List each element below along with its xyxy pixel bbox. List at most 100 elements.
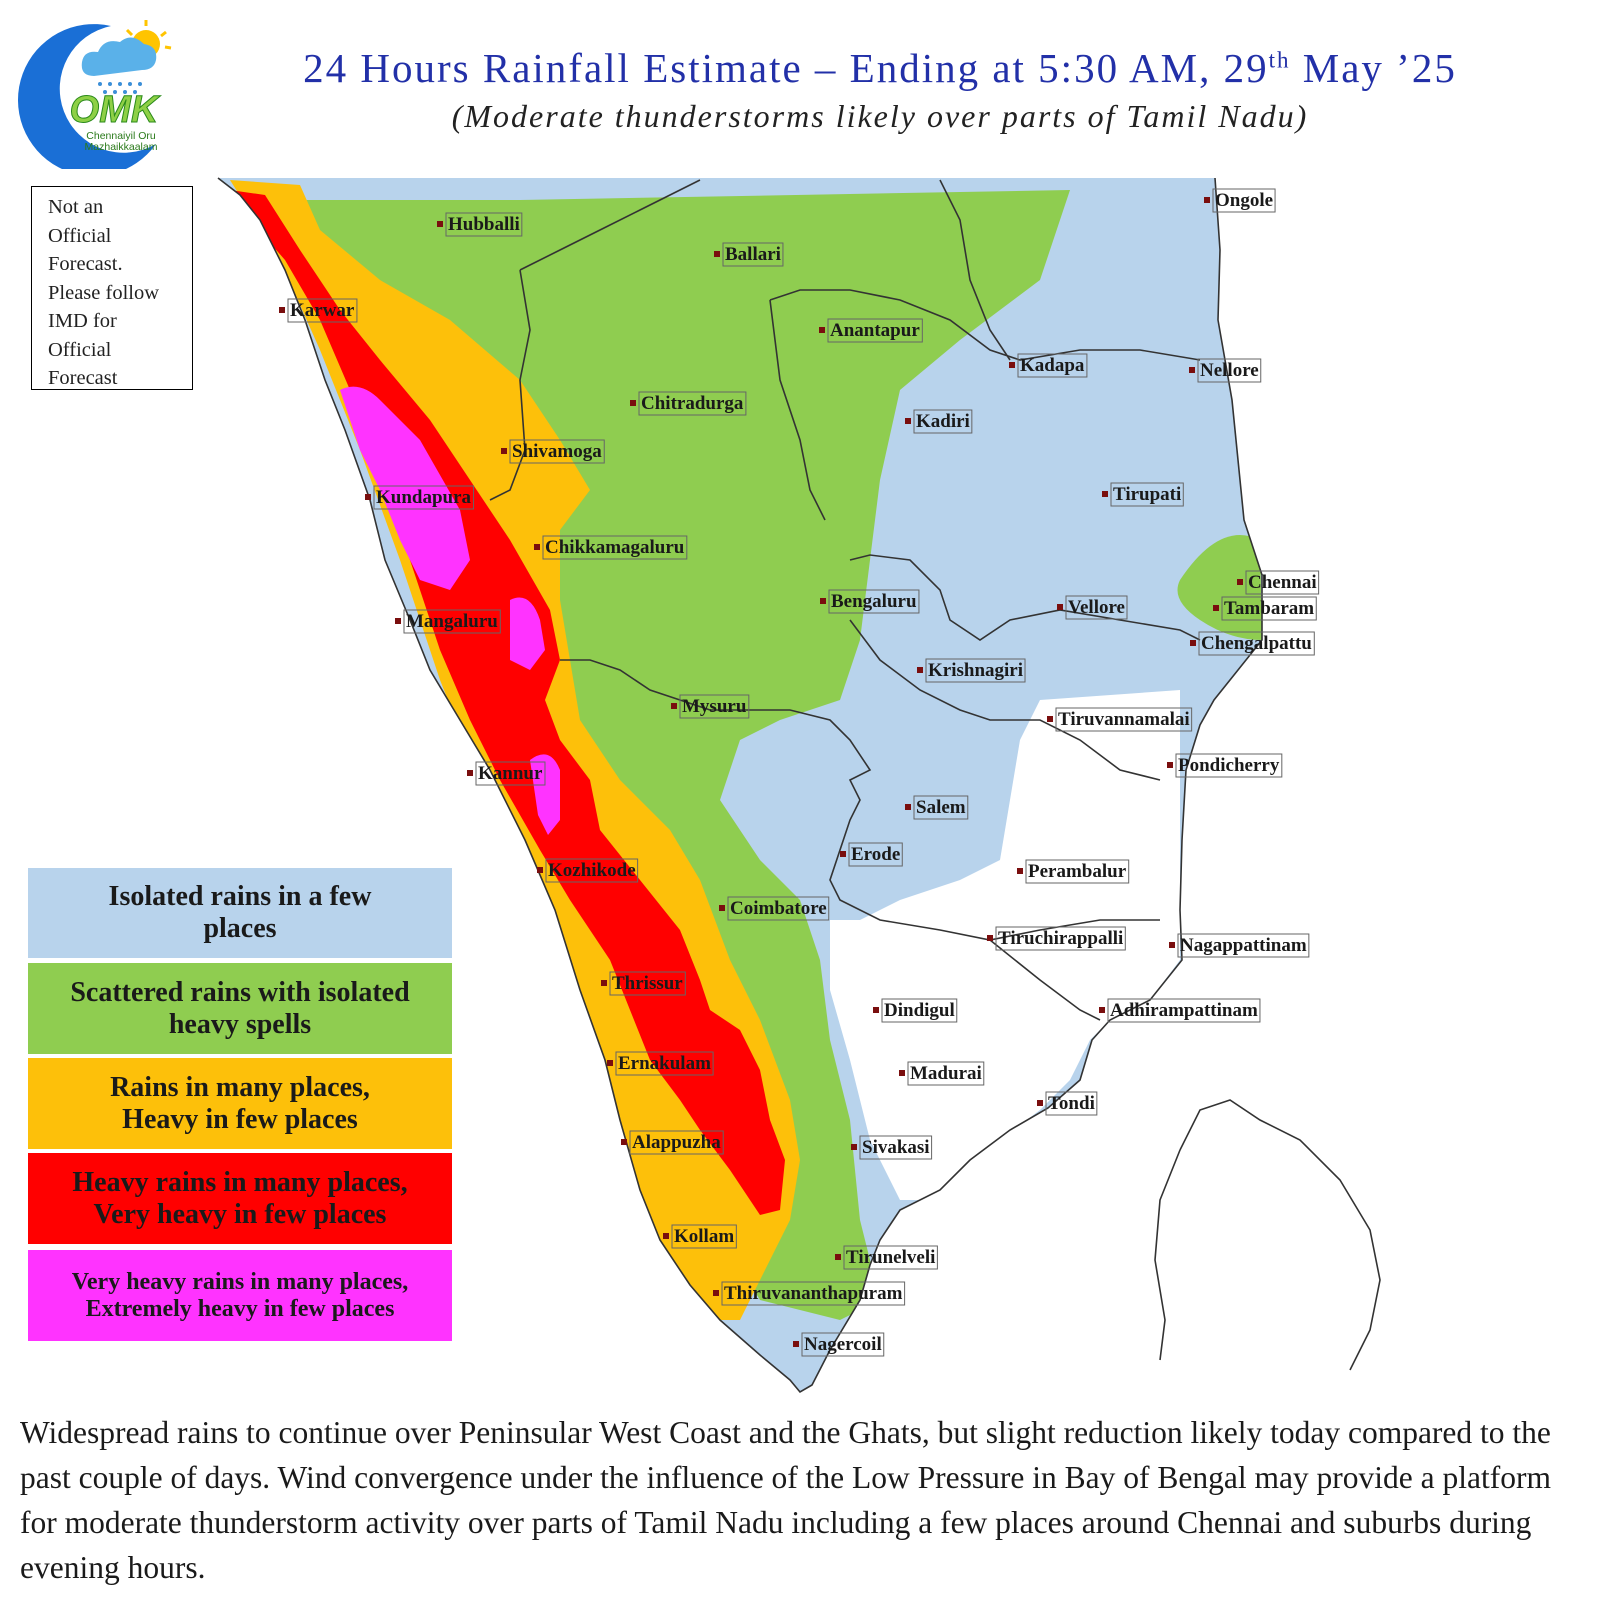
city-label-box — [727, 896, 830, 921]
city-label-box — [638, 391, 747, 416]
city-dot — [395, 618, 401, 624]
city-dot — [1057, 604, 1063, 610]
city-marker: Ernakulam — [607, 1051, 714, 1076]
city-label: Hubballi — [448, 214, 520, 235]
city-label: Shivamoga — [512, 441, 602, 462]
city-label: Nagappattinam — [1180, 935, 1307, 956]
city-label: Chennai — [1248, 572, 1317, 593]
city-dot — [630, 400, 636, 406]
city-label-box — [679, 694, 750, 719]
city-marker: Chennai — [1237, 570, 1320, 595]
city-marker: Kadapa — [1009, 353, 1088, 378]
city-label: Nagercoil — [804, 1334, 882, 1355]
legend-line-1: Isolated rains in a few — [108, 881, 372, 912]
city-label: Dindigul — [884, 1000, 955, 1021]
disclaimer-line: Not an — [48, 196, 104, 218]
city-label: Vellore — [1068, 597, 1125, 618]
city-dot — [437, 221, 443, 227]
city-marker: Nagappattinam — [1169, 933, 1310, 958]
city-dot — [1190, 640, 1196, 646]
city-marker: Chikkamagaluru — [534, 535, 688, 560]
disclaimer-line: Please follow — [48, 281, 160, 304]
city-marker: Madurai — [899, 1061, 985, 1086]
city-label-box — [907, 1061, 985, 1086]
city-label-box — [848, 842, 903, 867]
city-dot — [671, 703, 677, 709]
city-label: Tiruvannamalai — [1058, 709, 1190, 730]
city-label-box — [827, 318, 923, 343]
logo-tagline-1: Chennaiyil Oru — [86, 130, 156, 142]
city-dot — [851, 1144, 857, 1150]
city-marker: Tiruchirappalli — [987, 926, 1126, 951]
crescent-icon — [17, 24, 156, 169]
city-label: Thiruvananthapuram — [724, 1283, 903, 1304]
legend-line-2: Heavy in few places — [122, 1103, 358, 1135]
city-dot — [905, 418, 911, 424]
city-label-box — [629, 1130, 724, 1155]
city-dot — [1102, 491, 1108, 497]
city-label-box — [995, 926, 1126, 951]
city-dot — [835, 1254, 841, 1260]
legend-line-2: heavy spells — [168, 1008, 312, 1040]
city-dot — [873, 1007, 879, 1013]
city-label: Madurai — [910, 1063, 982, 1084]
city-label: Adhirampattinam — [1110, 1000, 1258, 1021]
city-label-box — [1198, 631, 1315, 656]
city-marker: Dindigul — [873, 998, 958, 1023]
city-label-box — [1065, 595, 1128, 620]
city-dot — [819, 327, 825, 333]
city-marker: Perambalur — [1017, 859, 1130, 884]
logo-tagline-2: Mazhaikkaalam — [85, 141, 158, 153]
city-label-box — [287, 298, 358, 323]
city-label-box — [1110, 482, 1184, 507]
page-title: 24 Hours Rainfall Estimate – Ending at 5… — [230, 44, 1530, 92]
city-label: Bengaluru — [831, 591, 917, 612]
forecast-summary: Widespread rains to continue over Penins… — [20, 1415, 1551, 1585]
city-label-box — [722, 242, 784, 267]
city-label: Krishnagiri — [928, 660, 1023, 681]
city-dot — [607, 1060, 613, 1066]
legend-scattered: Scattered rains with isolated heavy spell… — [28, 963, 452, 1054]
city-marker: Krishnagiri — [917, 658, 1026, 683]
disclaimer-box: Not an Official Forecast. Please follow … — [31, 186, 193, 390]
city-label-box — [1177, 933, 1310, 958]
city-label-box — [671, 1224, 737, 1249]
city-label: Thrissur — [612, 973, 683, 994]
city-marker: Nagercoil — [793, 1332, 885, 1357]
city-label: Tondi — [1048, 1093, 1095, 1114]
city-dot — [365, 494, 371, 500]
city-dot — [1189, 367, 1195, 373]
city-label: Erode — [851, 844, 900, 865]
page-subtitle: (Moderate thunderstorms likely over part… — [451, 98, 1309, 134]
zone-no-rain — [830, 690, 1180, 1200]
city-label: Chengalpattu — [1201, 633, 1312, 654]
city-label-box — [1025, 859, 1130, 884]
city-label-box — [445, 212, 523, 237]
legend-many-places: Rains in many places, Heavy in few places — [28, 1058, 452, 1149]
zone-very-heavy-2 — [510, 597, 545, 670]
legend-isolated: Isolated rains in a few places — [28, 868, 452, 958]
city-marker: Anantapur — [819, 318, 923, 343]
city-label-box — [801, 1332, 885, 1357]
city-label-box — [1055, 707, 1193, 732]
city-marker: Sivakasi — [851, 1135, 933, 1160]
disclaimer-line: Official — [48, 224, 112, 247]
city-marker: Tiruvannamalai — [1047, 707, 1193, 732]
city-label-box — [1245, 570, 1320, 595]
city-marker: Alappuzha — [621, 1130, 724, 1155]
city-label-box — [1212, 188, 1276, 213]
zone-scattered-chennai — [1177, 535, 1262, 640]
zone-heavy — [230, 190, 785, 1215]
zone-very-heavy-3 — [530, 754, 560, 835]
city-dot — [840, 851, 846, 857]
city-label-box — [615, 1051, 714, 1076]
city-dot — [467, 770, 473, 776]
city-label: Tirupati — [1113, 484, 1181, 505]
title-tail: May ’25 — [1290, 45, 1457, 91]
city-marker: Adhirampattinam — [1099, 998, 1261, 1023]
city-label: Salem — [916, 797, 966, 818]
city-label: Tiruchirappalli — [998, 928, 1123, 949]
legend-heavy: Heavy rains in many places, Very heavy in… — [28, 1153, 452, 1244]
city-marker: Kollam — [663, 1224, 737, 1249]
city-dot — [601, 980, 607, 986]
